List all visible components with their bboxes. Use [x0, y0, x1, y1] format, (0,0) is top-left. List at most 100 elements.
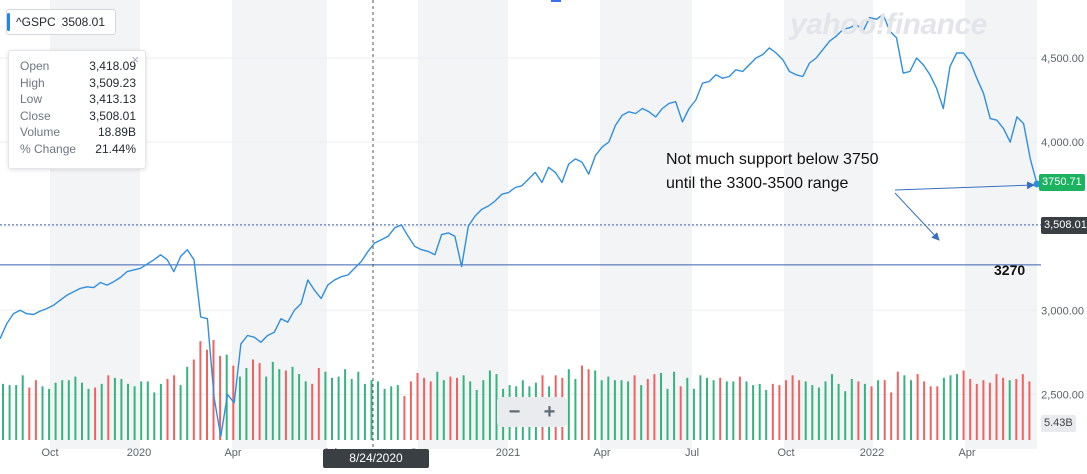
volume-bar: [120, 379, 123, 440]
volume-bar: [100, 383, 103, 440]
x-tick-label: 2022: [860, 447, 884, 459]
volume-bar: [725, 381, 728, 440]
volume-bar: [166, 379, 169, 440]
volume-bar: [706, 377, 708, 440]
volume-bar: [956, 374, 958, 440]
volume-bar: [844, 391, 847, 440]
zoom-out-button[interactable]: −: [508, 401, 521, 423]
volume-bar: [785, 380, 787, 440]
ticker-box[interactable]: ^GSPC 3508.01: [6, 9, 117, 35]
volume-bar: [179, 385, 182, 440]
volume-bar: [278, 369, 281, 440]
close-icon[interactable]: ×: [131, 52, 139, 67]
volume-bar: [311, 383, 314, 440]
x-tick-label: 2021: [496, 447, 520, 459]
ohlc-row-high: High 3,509.23: [20, 75, 136, 90]
volume-bar: [232, 365, 235, 440]
volume-bar: [462, 375, 465, 440]
volume-bar: [620, 380, 623, 440]
volume-bar: [653, 374, 656, 440]
annotation-line-2: until the 3300-3500 range: [666, 175, 849, 192]
volume-bar: [449, 376, 452, 440]
volume-bar: [758, 383, 761, 440]
volume-bar: [831, 374, 833, 440]
volume-bar: [719, 377, 722, 440]
volume-bar: [982, 380, 985, 440]
zoom-in-button[interactable]: +: [543, 401, 556, 423]
volume-bar: [738, 376, 741, 440]
ohlc-row-low: Low 3,413.13: [20, 92, 136, 106]
volume-bar: [778, 385, 781, 440]
crosshair-date-label: 8/24/2020: [323, 449, 429, 468]
volume-bar: [975, 383, 978, 440]
volume-bar: [817, 387, 820, 440]
x-tick-label: Jul: [685, 447, 699, 459]
volume-bar: [28, 387, 31, 440]
volume-bar: [173, 375, 176, 440]
volume-bar: [627, 381, 630, 440]
volume-bar: [679, 386, 682, 440]
volume-bar: [600, 380, 603, 440]
volume-bar: [140, 381, 143, 440]
volume-bar: [423, 377, 426, 440]
volume-bar: [298, 374, 301, 440]
volume-bar: [15, 385, 18, 440]
ticker-price: 3508.01: [61, 15, 106, 29]
volume-bar: [666, 388, 669, 440]
volume-bar: [238, 376, 241, 440]
volume-bar: [495, 374, 498, 440]
volume-bar: [581, 365, 583, 440]
ohlc-row-volume: Volume 18.89B: [20, 125, 136, 139]
volume-bar: [850, 379, 853, 440]
x-tick-label: Oct: [777, 447, 794, 459]
volume-bar: [469, 381, 472, 440]
volume-bar: [429, 381, 432, 440]
volume-bar: [824, 381, 827, 440]
volume-bar: [87, 388, 90, 440]
volume-bar: [857, 381, 860, 440]
volume-bar: [765, 390, 768, 440]
top-marker: [551, 0, 561, 2]
volume-bar: [475, 390, 478, 440]
volume-bar: [613, 380, 616, 440]
volume-bar: [396, 385, 399, 440]
volume-bar: [988, 382, 991, 440]
volume-bar: [574, 379, 577, 440]
volume-bar: [752, 385, 755, 440]
y-tick-label: 4,500.00: [1041, 53, 1084, 65]
arrow-to-range: [894, 192, 940, 241]
volume-bar: [949, 375, 952, 440]
volume-bar: [837, 383, 840, 440]
volume-bar: [811, 385, 814, 440]
volume-bar: [916, 374, 919, 440]
volume-bar: [488, 370, 491, 440]
volume-bar: [456, 377, 458, 440]
volume-bar: [81, 382, 83, 440]
ticker-symbol: ^GSPC: [16, 15, 56, 29]
volume-bar: [21, 375, 24, 440]
volume-bar: [910, 380, 912, 440]
volume-bar: [686, 377, 689, 440]
volume-bar: [745, 381, 748, 440]
volume-bar: [903, 375, 906, 440]
volume-bar: [48, 388, 51, 440]
annotation-arrows: [894, 181, 1035, 241]
volume-bar: [107, 375, 110, 440]
x-tick-label: Apr: [958, 447, 975, 459]
volume-bar: [416, 372, 419, 440]
volume-bar: [331, 377, 333, 440]
volume-bar: [942, 377, 945, 440]
volume-bar: [258, 363, 261, 440]
volume-bar: [74, 376, 77, 440]
volume-bar: [883, 380, 886, 440]
volume-bar: [699, 375, 702, 440]
volume-bar: [962, 370, 965, 440]
volume-bar: [877, 380, 880, 440]
volume-bar: [8, 385, 11, 440]
volume-bar: [969, 379, 972, 440]
volume-bar: [317, 368, 320, 440]
volume-bar: [291, 366, 294, 440]
volume-bar: [1021, 374, 1024, 440]
x-tick-label: 2020: [127, 447, 151, 459]
